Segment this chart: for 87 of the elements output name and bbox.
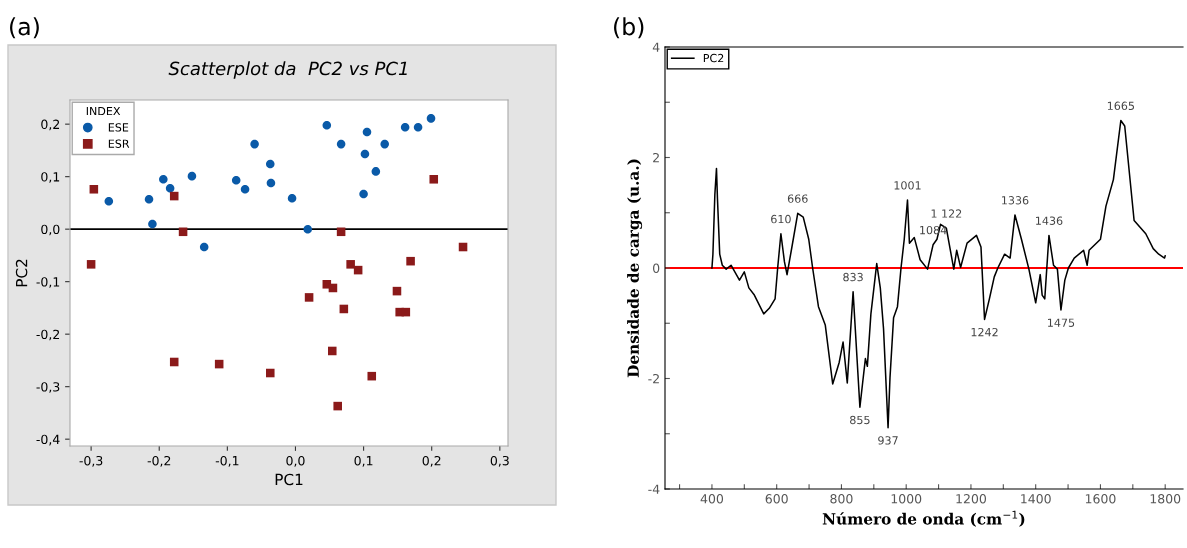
point [322,120,332,130]
y-tick-label: 0 [653,263,660,273]
point [265,368,275,378]
point [327,346,337,356]
annotation: 1242 [971,327,998,337]
point [371,167,381,176]
point [406,256,415,266]
annotation: 610 [771,214,791,224]
y-tick-label: -0,1 [36,277,60,288]
y-axis-title: Densidade de carga (u.a.) [627,159,643,378]
x-tick-label: 600 [765,494,788,504]
x-tick-label: 1400 [1021,494,1051,504]
point [380,139,389,149]
point [336,139,346,149]
line-series [711,119,1166,429]
point [426,114,436,123]
annotation: 855 [850,415,870,425]
y-tick-label: 0,2 [41,119,60,131]
point [287,193,297,203]
x-axis-title: Número de onda (cm$^{−1}$) [822,510,1025,527]
y-tick-label: -0,2 [36,329,60,341]
y-tick-label: -4 [648,484,660,494]
y-tick-label: 4 [652,42,660,52]
point [199,242,209,252]
point [159,175,168,184]
x-tick-label: 0,3 [490,455,509,467]
x-tick-label: -0,2 [147,455,171,467]
point [104,197,114,206]
x-tick-label: 0,2 [422,455,441,467]
x-tick-label: -0,1 [215,455,239,467]
point [304,293,314,302]
point [169,357,179,367]
point [265,159,275,169]
x-tick-label: 400 [700,494,724,504]
x-axis-title: PC1 [275,473,303,486]
x-tick-label: 0,1 [354,455,373,467]
point [266,178,276,188]
point [359,189,368,199]
point [144,194,154,204]
x-tick-label: 1000 [891,494,922,504]
x-tick-label: 800 [830,494,853,504]
x-tick-label: 1600 [1085,494,1116,504]
point [400,123,410,132]
point [89,184,99,194]
text: (b) [614,17,644,39]
y-tick-label: -0,4 [36,434,60,446]
point [360,149,370,159]
annotation: 1665 [1107,101,1135,110]
legend-title: INDEX [86,107,121,116]
annotation: 1475 [1048,318,1075,327]
point [346,260,355,269]
point [187,171,197,181]
point [429,175,439,184]
annotation: 937 [878,436,898,445]
point [250,139,259,149]
annotation: 1001 [894,181,921,190]
y-axis-title: PC2 [15,259,28,287]
point [303,224,313,234]
x-tick-label: -0,3 [79,455,103,467]
point [240,184,250,194]
annotation: 666 [787,194,808,203]
point [231,176,241,185]
legend-label: ESE [108,123,129,132]
x-tick-label: 1800 [1150,494,1181,504]
x-tick-label: 0,0 [286,455,305,467]
annotation: 1336 [1002,196,1029,205]
legend-label: ESR [108,139,130,148]
y-tick-label: -0,3 [36,382,60,393]
chart-title: Scatterplot da PC2 vs PC1 [168,61,407,79]
text: (a) [10,17,39,39]
y-tick-label: 2 [653,152,659,163]
point [362,127,372,137]
x-tick-label: 1200 [956,494,987,504]
point [169,191,179,201]
annotation: 833 [843,272,863,282]
point [86,260,96,269]
y-tick-label: 0,0 [41,224,60,236]
point [148,219,157,229]
legend-label: PC2 [703,53,724,63]
point [367,371,377,381]
annotation: 1436 [1036,216,1063,225]
annotation: 1 122 [931,209,962,218]
y-tick-label: -2 [648,373,659,384]
point [165,183,175,193]
point [333,401,342,411]
y-tick-label: 0,1 [41,172,60,183]
point [413,123,423,132]
